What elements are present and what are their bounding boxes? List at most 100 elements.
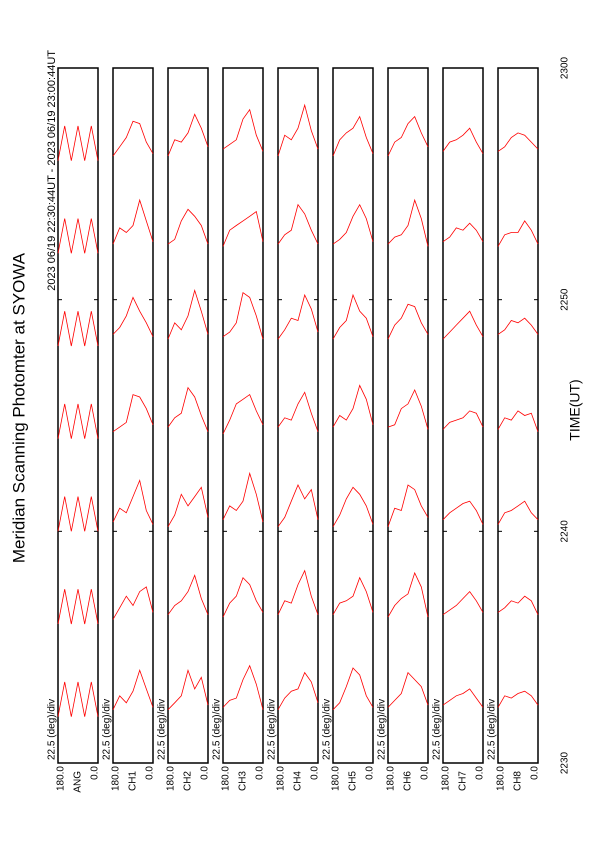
trace [112,479,154,525]
trace [222,471,264,523]
y-tick-label: 180.0 [56,766,67,791]
panel-frame [332,67,374,764]
trace [442,127,484,154]
panel-name: ANG [73,771,84,793]
trace [112,669,154,710]
trace [167,668,209,710]
y-tick-label: 0.0 [200,766,211,780]
panel-name: CH7 [458,771,469,791]
trace [222,393,264,435]
trace [387,389,429,430]
trace [167,208,209,245]
trace [167,288,209,340]
trace [57,125,99,161]
trace [112,120,154,157]
x-axis-label: TIME(UT) [567,379,583,440]
trace [277,103,319,157]
trace [442,500,484,525]
trace [442,590,484,616]
trace [387,303,429,340]
trace [387,198,429,247]
scale-label: 22.5 (deg)/div [377,699,388,760]
trace [497,500,539,525]
trace [277,569,319,615]
y-tick-label: 0.0 [145,766,156,780]
trace [277,293,319,340]
trace [387,115,429,157]
x-tick-label: 2300 [560,56,571,79]
panel-frame [442,67,484,764]
trace [112,296,154,337]
scale-label: 22.5 (deg)/div [212,699,223,760]
panel-frame [112,67,154,764]
y-tick-label: 180.0 [111,766,122,791]
y-tick-label: 0.0 [255,766,266,780]
scale-label: 22.5 (deg)/div [47,699,58,760]
scale-label: 22.5 (deg)/div [322,699,333,760]
trace [277,671,319,710]
trace [222,292,264,340]
panel-name: CH2 [183,771,194,791]
scale-label: 22.5 (deg)/div [102,699,113,760]
trace [497,220,539,247]
trace [442,688,484,708]
trace [332,667,374,710]
chart-subtitle: 2023 06/19 22:30:44UT - 2023 06/19 23:00… [46,50,58,291]
trace [112,198,154,245]
trace [277,203,319,245]
trace [387,571,429,618]
trace [442,410,484,430]
trace [222,664,264,710]
trace [112,394,154,433]
x-tick-label: 2230 [560,751,571,774]
trace [387,671,429,708]
scale-label: 22.5 (deg)/div [487,699,498,760]
y-tick-label: 180.0 [221,766,232,791]
trace [57,589,99,625]
y-tick-label: 0.0 [475,766,486,780]
trace [167,574,209,615]
trace [442,222,484,243]
trace [167,486,209,527]
trace [332,576,374,615]
trace [497,690,539,708]
panel-name: CH1 [128,771,139,791]
trace [497,317,539,335]
y-tick-label: 0.0 [420,766,431,780]
scale-label: 22.5 (deg)/div [267,699,278,760]
y-tick-label: 180.0 [386,766,397,791]
trace [497,410,539,432]
panel-name: CH6 [403,771,414,791]
trace [332,293,374,340]
y-tick-label: 180.0 [331,766,342,791]
y-tick-label: 180.0 [166,766,177,791]
trace [332,486,374,527]
y-tick-label: 0.0 [310,766,321,780]
trace [167,386,209,432]
y-tick-label: 180.0 [496,766,507,791]
trace [332,203,374,245]
x-tick-label: 2250 [560,288,571,311]
trace [277,391,319,432]
panel-frame [497,67,539,764]
scale-label: 22.5 (deg)/div [432,699,443,760]
panel-name: CH5 [348,771,359,791]
panel-name: CH8 [513,771,524,791]
trace [112,586,154,620]
panel-frame [222,67,264,764]
y-tick-label: 0.0 [365,766,376,780]
trace [332,115,374,157]
trace [497,132,539,152]
trace [387,484,429,527]
trace [497,595,539,615]
trace [222,576,264,618]
y-tick-label: 180.0 [276,766,287,791]
scale-label: 22.5 (deg)/div [157,699,168,760]
trace [57,218,99,254]
panel-name: CH3 [238,771,249,791]
trace [57,311,99,347]
y-tick-label: 0.0 [530,766,541,780]
